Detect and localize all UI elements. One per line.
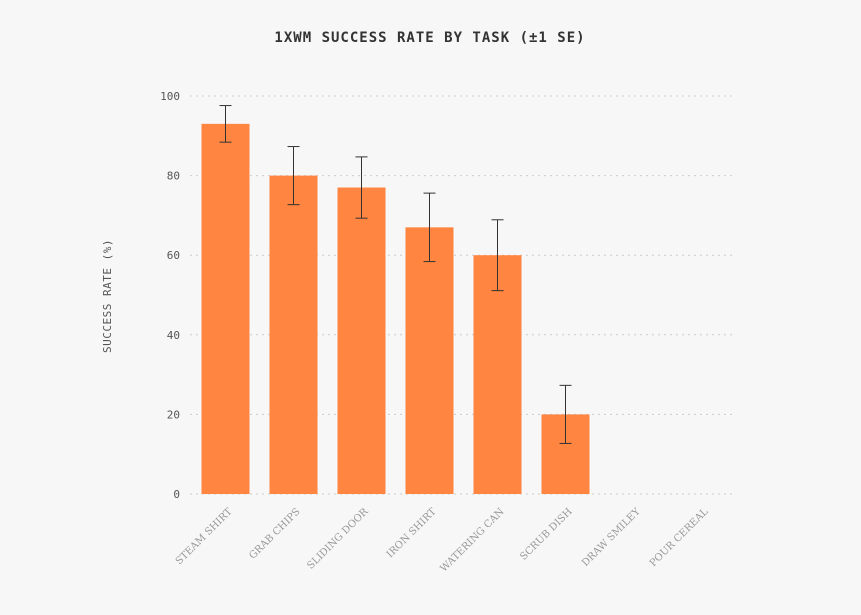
y-tick-labels: 0 20 40 60 80 100 <box>160 90 180 501</box>
x-tick-label: IRON SHIRT <box>385 506 439 560</box>
bars <box>201 123 590 495</box>
y-tick-label: 60 <box>167 249 180 262</box>
error-bar <box>423 192 436 263</box>
bar <box>473 255 522 494</box>
x-tick-label: WATERING CAN <box>438 506 506 574</box>
x-tick-labels: STEAM SHIRT GRAB CHIPS SLIDING DOOR IRON SH… <box>174 506 711 575</box>
x-tick-label: STEAM SHIRT <box>174 506 235 567</box>
y-tick-label: 80 <box>167 170 180 183</box>
x-tick-label: GRAB CHIPS <box>247 506 302 561</box>
error-bar <box>219 105 232 143</box>
error-bar <box>491 219 504 292</box>
error-bar <box>287 146 300 206</box>
bar <box>405 227 454 494</box>
error-bar <box>559 384 572 444</box>
y-tick-label: 40 <box>167 329 180 342</box>
y-tick-label: 20 <box>167 408 180 421</box>
error-bars <box>219 105 572 444</box>
chart-title: 1XWM SUCCESS RATE BY TASK (±1 SE) <box>274 30 585 46</box>
x-tick-label: POUR CEREAL <box>648 506 711 569</box>
x-tick-label: SCRUB DISH <box>518 506 574 562</box>
error-bar <box>355 156 368 219</box>
bar <box>201 123 250 495</box>
y-tick-label: 100 <box>160 90 180 103</box>
y-tick-label: 0 <box>173 488 180 501</box>
x-tick-label: DRAW SMILEY <box>580 506 643 569</box>
bar <box>337 187 386 495</box>
x-tick-label: SLIDING DOOR <box>305 506 371 572</box>
y-axis-label: SUCCESS RATE (%) <box>101 239 114 353</box>
bar <box>269 175 318 494</box>
